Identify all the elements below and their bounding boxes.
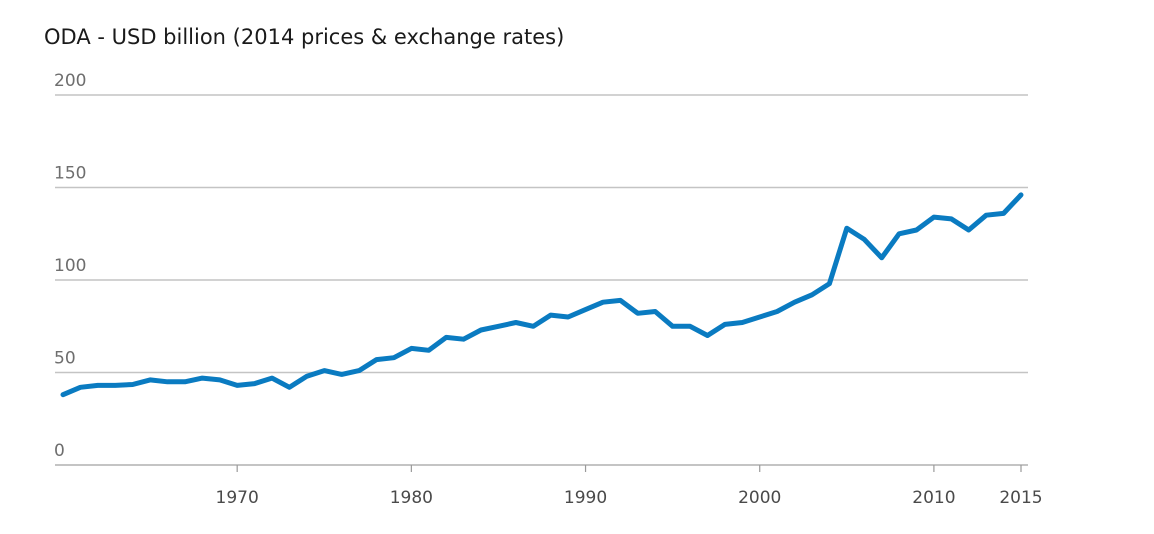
- data-point-1973: [287, 385, 292, 390]
- data-point-1996: [688, 324, 693, 329]
- x-tick-label-2000: 2000: [738, 488, 781, 508]
- data-point-1972: [270, 376, 275, 381]
- data-point-2003: [810, 292, 815, 297]
- data-point-2005: [844, 226, 849, 231]
- x-tick-label-1970: 1970: [216, 488, 259, 508]
- data-point-1963: [113, 383, 118, 388]
- data-point-1960: [61, 392, 66, 397]
- data-point-1990: [583, 307, 588, 312]
- y-tick-label-200: 200: [54, 71, 86, 91]
- data-point-1965: [148, 377, 153, 382]
- data-point-1970: [235, 383, 240, 388]
- series-layer: [60, 192, 1024, 398]
- y-axis-tick-labels: 0 50 100 150 200: [54, 71, 86, 461]
- data-point-1988: [548, 313, 553, 318]
- chart-title: ODA - USD billion (2014 prices & exchang…: [44, 25, 564, 49]
- data-point-1977: [357, 368, 362, 373]
- data-point-2011: [949, 216, 954, 221]
- data-point-1983: [461, 337, 466, 342]
- data-point-1995: [670, 324, 675, 329]
- data-point-2007: [879, 255, 884, 260]
- data-point-1967: [182, 379, 187, 384]
- data-point-2006: [862, 237, 867, 242]
- y-tick-label-0: 0: [54, 441, 65, 461]
- data-point-2013: [984, 213, 989, 218]
- data-point-2001: [775, 309, 780, 314]
- data-point-2014: [1001, 211, 1006, 216]
- data-point-1961: [78, 385, 83, 390]
- data-point-2009: [914, 228, 919, 233]
- data-point-1991: [601, 300, 606, 305]
- x-tick-label-2015: 2015: [999, 488, 1042, 508]
- data-point-1980: [409, 346, 414, 351]
- data-point-1964: [130, 382, 135, 387]
- data-point-1992: [618, 298, 623, 303]
- data-point-1994: [653, 309, 658, 314]
- data-point-1969: [217, 377, 222, 382]
- data-point-1985: [496, 324, 501, 329]
- data-point-1974: [304, 374, 309, 379]
- data-point-1962: [95, 383, 100, 388]
- series-line-0: [60, 192, 1024, 398]
- x-tick-label-2010: 2010: [912, 488, 955, 508]
- x-tick-label-1980: 1980: [390, 488, 433, 508]
- data-point-2000: [757, 315, 762, 320]
- data-point-1984: [479, 328, 484, 333]
- x-axis: 1970 1980 1990 2000 2010 2015: [55, 464, 1043, 508]
- data-point-1966: [165, 379, 170, 384]
- data-point-1975: [322, 368, 327, 373]
- data-point-2012: [966, 228, 971, 233]
- data-point-1989: [566, 315, 571, 320]
- data-point-1976: [339, 372, 344, 377]
- y-tick-label-50: 50: [54, 349, 76, 369]
- data-point-1997: [705, 333, 710, 338]
- data-point-1999: [740, 320, 745, 325]
- data-point-1986: [513, 320, 518, 325]
- data-point-1968: [200, 376, 205, 381]
- data-point-1971: [252, 381, 257, 386]
- data-point-1993: [635, 311, 640, 316]
- data-point-2004: [827, 281, 832, 286]
- data-point-1998: [722, 322, 727, 327]
- data-point-2015: [1019, 192, 1024, 197]
- y-tick-label-150: 150: [54, 164, 86, 184]
- data-point-1979: [391, 355, 396, 360]
- data-point-1978: [374, 357, 379, 362]
- data-point-2010: [931, 215, 936, 220]
- gridlines: [55, 94, 1028, 374]
- data-point-2002: [792, 300, 797, 305]
- data-point-1981: [426, 348, 431, 353]
- data-point-1982: [444, 335, 449, 340]
- y-tick-label-100: 100: [54, 256, 86, 276]
- x-tick-label-1990: 1990: [564, 488, 607, 508]
- data-point-2008: [897, 231, 902, 236]
- data-point-1987: [531, 324, 536, 329]
